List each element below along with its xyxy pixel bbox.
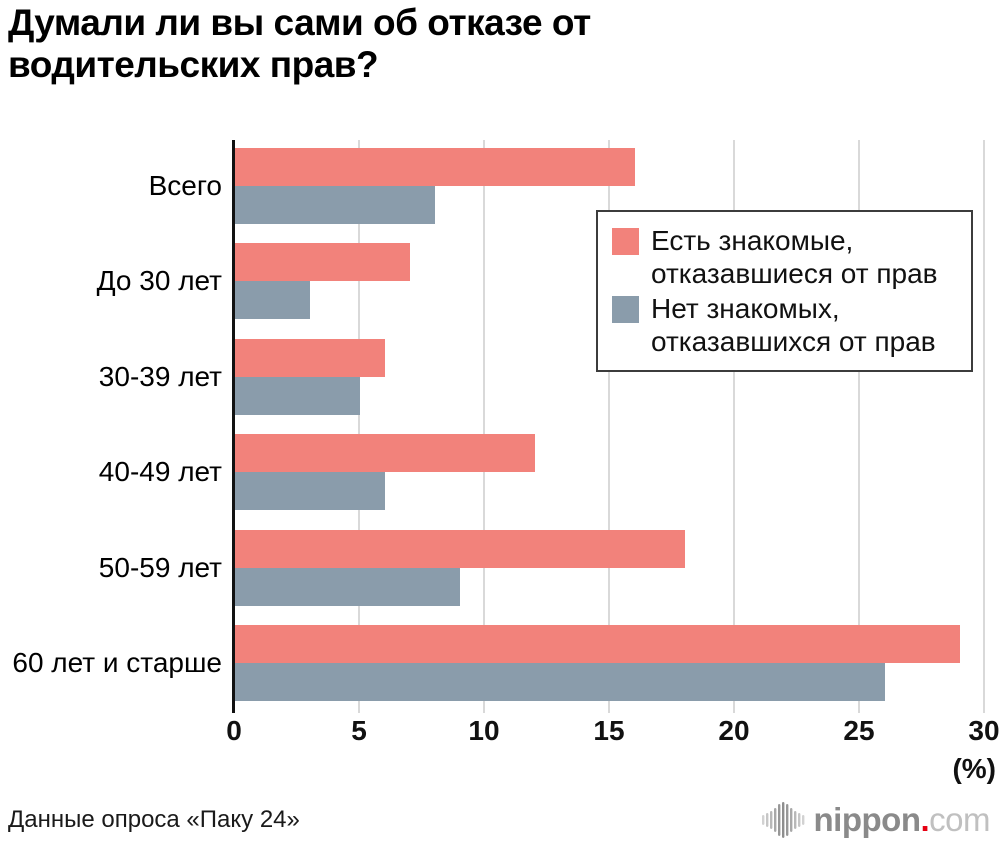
category-label: До 30 лет: [96, 265, 222, 297]
x-tick-label: 15: [593, 715, 625, 746]
x-tick-label: 20: [718, 715, 750, 746]
bar-series1: [235, 625, 960, 663]
category-label: 40-49 лет: [98, 456, 222, 488]
gridline: [358, 140, 360, 713]
bar-series2: [235, 663, 885, 701]
bar-series1: [235, 434, 535, 473]
legend-item: Нет знакомых, отказавшихся от прав: [612, 292, 957, 358]
plot-area: 0 5 10 15 20 25 30 Всего До 30 лет 30-39 лет 40-49…: [12, 140, 1000, 746]
bar-series1: [235, 243, 410, 282]
gridline: [608, 140, 610, 713]
source-note: Данные опроса «Паку 24»: [8, 806, 300, 833]
category-label: 30-39 лет: [98, 360, 222, 392]
category-label: Всего: [148, 170, 222, 201]
legend-swatch-series2: [612, 296, 639, 323]
gridline: [858, 140, 860, 713]
category-label: 60 лет и старше: [12, 647, 222, 678]
x-tick-label: 5: [351, 715, 367, 746]
legend-item: Есть знакомые, отказавшиеся от прав: [612, 224, 957, 290]
bar-series1: [235, 148, 635, 186]
x-tick-label: 30: [968, 715, 1000, 746]
x-tick-label: 10: [468, 715, 500, 746]
logo-dot: .: [920, 801, 930, 838]
bar-series2: [235, 472, 385, 511]
gridline: [483, 140, 485, 713]
bar-series2: [235, 567, 460, 606]
gridline: [733, 140, 735, 713]
x-tick-label: 25: [843, 715, 875, 746]
bar-series2: [235, 186, 435, 224]
legend-swatch-series1: [612, 228, 639, 255]
soundwave-icon: [761, 802, 804, 838]
gridline: [983, 140, 985, 713]
legend-box: Есть знакомые, отказавшиеся от прав Нет …: [596, 210, 973, 372]
logo-tld-text: com: [929, 801, 990, 838]
bar-series2: [235, 376, 360, 415]
bar-series1: [235, 338, 385, 377]
page-title: Думали ли вы сами об отказе от водительс…: [8, 2, 591, 85]
nippon-logo[interactable]: nippon.com: [761, 800, 990, 840]
logo-brand-text: nippon: [813, 801, 921, 838]
legend-item-label: Нет знакомых, отказавшихся от прав: [651, 293, 936, 357]
legend-item-label: Есть знакомые, отказавшиеся от прав: [651, 225, 938, 289]
y-axis-line: [232, 140, 235, 713]
category-label: 50-59 лет: [98, 551, 222, 583]
bar-series2: [235, 281, 310, 320]
x-tick-label: 0: [226, 715, 242, 746]
axis-unit-label: (%): [952, 753, 996, 784]
bar-series1: [235, 529, 685, 568]
